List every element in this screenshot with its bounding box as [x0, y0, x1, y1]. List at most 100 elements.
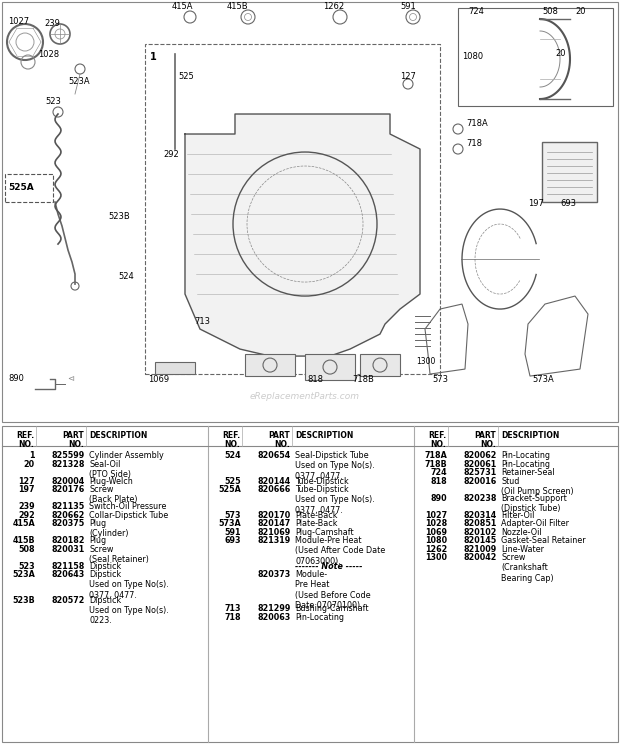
Text: 1300: 1300: [425, 553, 447, 562]
Text: Tube-Dipstick: Tube-Dipstick: [295, 477, 348, 486]
Text: 713: 713: [194, 317, 210, 326]
Text: 820147: 820147: [258, 519, 291, 528]
Text: 820145: 820145: [464, 536, 497, 545]
Text: 415B: 415B: [12, 536, 35, 545]
Text: Adapter-Oil Filter: Adapter-Oil Filter: [501, 519, 569, 528]
Text: 523B: 523B: [108, 212, 130, 221]
Text: 821319: 821319: [258, 536, 291, 545]
Text: Stud
(Oil Pump Screen): Stud (Oil Pump Screen): [501, 477, 574, 496]
Text: 820375: 820375: [51, 519, 85, 528]
Text: PART
NO.: PART NO.: [474, 431, 496, 449]
Text: 718: 718: [224, 612, 241, 621]
Text: Dipstick
Used on Type No(s).
0377, 0477.: Dipstick Used on Type No(s). 0377, 0477.: [89, 570, 169, 600]
Text: 820851: 820851: [464, 519, 497, 528]
Text: 693: 693: [224, 536, 241, 545]
Text: 820314: 820314: [464, 510, 497, 519]
Text: 1262: 1262: [425, 545, 447, 554]
Text: 591: 591: [400, 2, 416, 11]
Text: 415B: 415B: [226, 2, 248, 11]
Text: DESCRIPTION: DESCRIPTION: [295, 431, 353, 440]
Bar: [458, 8, 613, 106]
Text: Line-Water: Line-Water: [501, 545, 544, 554]
Text: 525A: 525A: [8, 182, 33, 191]
Text: 524: 524: [118, 272, 134, 281]
Text: Bracket-Support
(Dipstick Tube): Bracket-Support (Dipstick Tube): [501, 493, 567, 513]
Bar: [245, 354, 295, 376]
Text: ⊲: ⊲: [67, 374, 74, 383]
Text: Screw
(Seal Retainer): Screw (Seal Retainer): [89, 545, 149, 564]
Text: Nozzle-Oil: Nozzle-Oil: [501, 527, 542, 536]
Text: 693: 693: [560, 199, 576, 208]
Text: Screw
(Back Plate): Screw (Back Plate): [89, 485, 138, 504]
Text: 523B: 523B: [12, 595, 35, 605]
Text: 525A: 525A: [218, 485, 241, 494]
Text: 820170: 820170: [258, 510, 291, 519]
Text: 820062: 820062: [464, 451, 497, 460]
Text: 523: 523: [19, 562, 35, 571]
Text: Gasket-Seal Retainer: Gasket-Seal Retainer: [501, 536, 586, 545]
Text: Plug
(Cylinder): Plug (Cylinder): [89, 519, 128, 539]
Text: Plug-Camshaft: Plug-Camshaft: [295, 527, 353, 536]
Bar: [155, 362, 195, 374]
Text: 821009: 821009: [464, 545, 497, 554]
Text: Screw
(Crankshaft
Bearing Cap): Screw (Crankshaft Bearing Cap): [501, 553, 554, 583]
Text: Pin-Locating: Pin-Locating: [501, 451, 550, 460]
Text: 573: 573: [224, 510, 241, 519]
Text: 820654: 820654: [258, 451, 291, 460]
Text: 525: 525: [224, 477, 241, 486]
Text: 713: 713: [224, 604, 241, 613]
Text: 1080: 1080: [425, 536, 447, 545]
Text: Plug-Welch: Plug-Welch: [89, 477, 133, 486]
Text: Seal-Oil
(PTO Side): Seal-Oil (PTO Side): [89, 460, 131, 479]
Text: 890: 890: [8, 374, 24, 383]
Text: 821328: 821328: [51, 460, 85, 469]
Text: 197: 197: [528, 199, 544, 208]
Text: Dipstick
Used on Type No(s).
0223.: Dipstick Used on Type No(s). 0223.: [89, 595, 169, 626]
Text: 718A: 718A: [424, 451, 447, 460]
Text: 1069: 1069: [425, 527, 447, 536]
Text: 573A: 573A: [218, 519, 241, 528]
Text: 1300: 1300: [416, 357, 435, 366]
Text: 415A: 415A: [171, 2, 193, 11]
Text: 20: 20: [575, 7, 585, 16]
Text: 820176: 820176: [51, 485, 85, 494]
Text: Seal-Dipstick Tube
Used on Type No(s).
0377, 0477.: Seal-Dipstick Tube Used on Type No(s). 0…: [295, 451, 374, 481]
Text: Bushing-Camshaft: Bushing-Camshaft: [295, 604, 368, 613]
Text: 1: 1: [150, 52, 157, 62]
Text: 1080: 1080: [462, 52, 483, 61]
Text: 197: 197: [19, 485, 35, 494]
Text: 724: 724: [430, 468, 447, 477]
Text: 523: 523: [45, 97, 61, 106]
Bar: [145, 44, 440, 374]
Text: 724: 724: [468, 7, 484, 16]
Text: 718A: 718A: [466, 119, 488, 128]
Text: 825731: 825731: [464, 468, 497, 477]
Text: 20: 20: [555, 49, 565, 58]
Text: DESCRIPTION: DESCRIPTION: [501, 431, 559, 440]
Text: 820643: 820643: [51, 570, 85, 579]
Text: 292: 292: [163, 150, 179, 159]
Text: 573: 573: [432, 375, 448, 384]
Text: 825599: 825599: [51, 451, 85, 460]
Bar: [305, 354, 355, 380]
Text: 820238: 820238: [464, 493, 497, 502]
Text: Cylinder Assembly: Cylinder Assembly: [89, 451, 164, 460]
Text: 523A: 523A: [12, 570, 35, 579]
Text: 127: 127: [19, 477, 35, 486]
Text: 1027: 1027: [425, 510, 447, 519]
Text: 820031: 820031: [51, 545, 85, 554]
Text: 1027: 1027: [8, 17, 29, 26]
Text: 573A: 573A: [532, 375, 554, 384]
Bar: [542, 142, 597, 202]
Text: Plate-Back: Plate-Back: [295, 519, 337, 528]
Text: 1028: 1028: [425, 519, 447, 528]
Text: Pin-Locating: Pin-Locating: [501, 460, 550, 469]
Text: Module-Pre Heat
(Used After Code Date
07063000).: Module-Pre Heat (Used After Code Date 07…: [295, 536, 385, 566]
Text: 820662: 820662: [51, 510, 85, 519]
Text: 239: 239: [19, 502, 35, 511]
Text: 523A: 523A: [68, 77, 90, 86]
Text: PART
NO.: PART NO.: [62, 431, 84, 449]
Text: REF.
NO.: REF. NO.: [428, 431, 446, 449]
Text: 718: 718: [466, 139, 482, 148]
Text: 820004: 820004: [51, 477, 85, 486]
